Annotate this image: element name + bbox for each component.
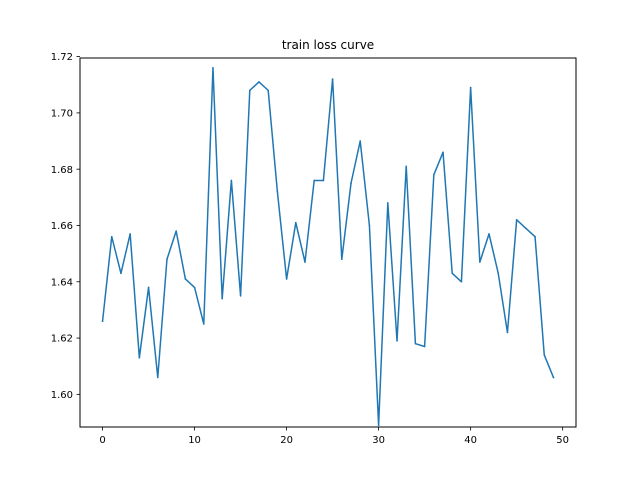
data-point <box>110 235 113 238</box>
x-axis: 0 10 20 30 40 50 <box>99 427 569 446</box>
y-tick-label: 1.68 <box>51 165 73 176</box>
data-point <box>331 78 334 80</box>
y-tick-label: 1.62 <box>51 334 73 345</box>
data-point <box>442 151 444 154</box>
data-point <box>552 376 555 379</box>
data-point <box>423 345 426 348</box>
data-point <box>267 89 269 92</box>
data-point <box>120 272 122 275</box>
series-line-0 <box>101 67 555 427</box>
data-point <box>368 224 371 227</box>
data-point <box>221 297 223 300</box>
data-point <box>414 342 417 345</box>
data-point <box>525 227 527 230</box>
x-tick-label: 10 <box>188 435 201 446</box>
data-point <box>433 174 435 176</box>
data-point <box>147 286 150 289</box>
data-point <box>202 323 205 325</box>
data-point <box>285 278 288 280</box>
axes-frame <box>79 57 577 428</box>
y-tick-label: 1.72 <box>51 52 73 63</box>
data-point <box>294 221 297 224</box>
data-point <box>497 272 500 275</box>
data-point <box>248 89 251 92</box>
data-point <box>212 67 214 69</box>
data-point <box>451 272 454 275</box>
x-tick-label: 40 <box>464 435 477 446</box>
data-point <box>534 235 536 238</box>
data-point <box>488 233 490 235</box>
x-tick-label: 20 <box>280 435 293 446</box>
data-point <box>341 258 343 261</box>
data-point <box>156 376 159 379</box>
data-point <box>506 331 509 334</box>
x-tick-label: 30 <box>372 435 385 446</box>
data-point <box>387 202 389 204</box>
data-point <box>304 261 306 263</box>
data-point <box>460 280 463 283</box>
data-point <box>377 424 380 427</box>
data-point <box>258 81 260 83</box>
data-point <box>359 140 362 142</box>
y-tick-label: 1.64 <box>51 277 73 288</box>
data-point <box>193 286 196 289</box>
data-point <box>543 354 546 356</box>
data-point <box>322 179 325 182</box>
y-tick-label: 1.66 <box>51 221 73 232</box>
data-point <box>166 258 168 261</box>
plot-area <box>101 67 555 427</box>
y-tick-label: 1.60 <box>51 390 73 401</box>
data-point <box>405 165 408 168</box>
chart-title: train loss curve <box>282 38 374 52</box>
data-point <box>184 278 187 280</box>
data-point <box>175 230 177 232</box>
data-point <box>230 179 233 182</box>
data-point <box>276 190 279 193</box>
x-tick-label: 0 <box>99 435 105 446</box>
data-point <box>396 340 398 342</box>
data-point <box>515 219 518 221</box>
data-point <box>479 261 481 263</box>
data-point <box>239 295 242 297</box>
y-axis: 1.60 1.62 1.64 1.66 1.68 1.70 1.72 <box>51 52 80 401</box>
data-point <box>469 86 472 89</box>
data-point <box>313 179 316 182</box>
y-tick-label: 1.70 <box>51 108 73 119</box>
x-tick-label: 50 <box>556 435 569 446</box>
data-point <box>350 182 352 185</box>
data-point <box>129 233 131 235</box>
data-point <box>101 320 104 322</box>
data-point <box>138 356 141 359</box>
